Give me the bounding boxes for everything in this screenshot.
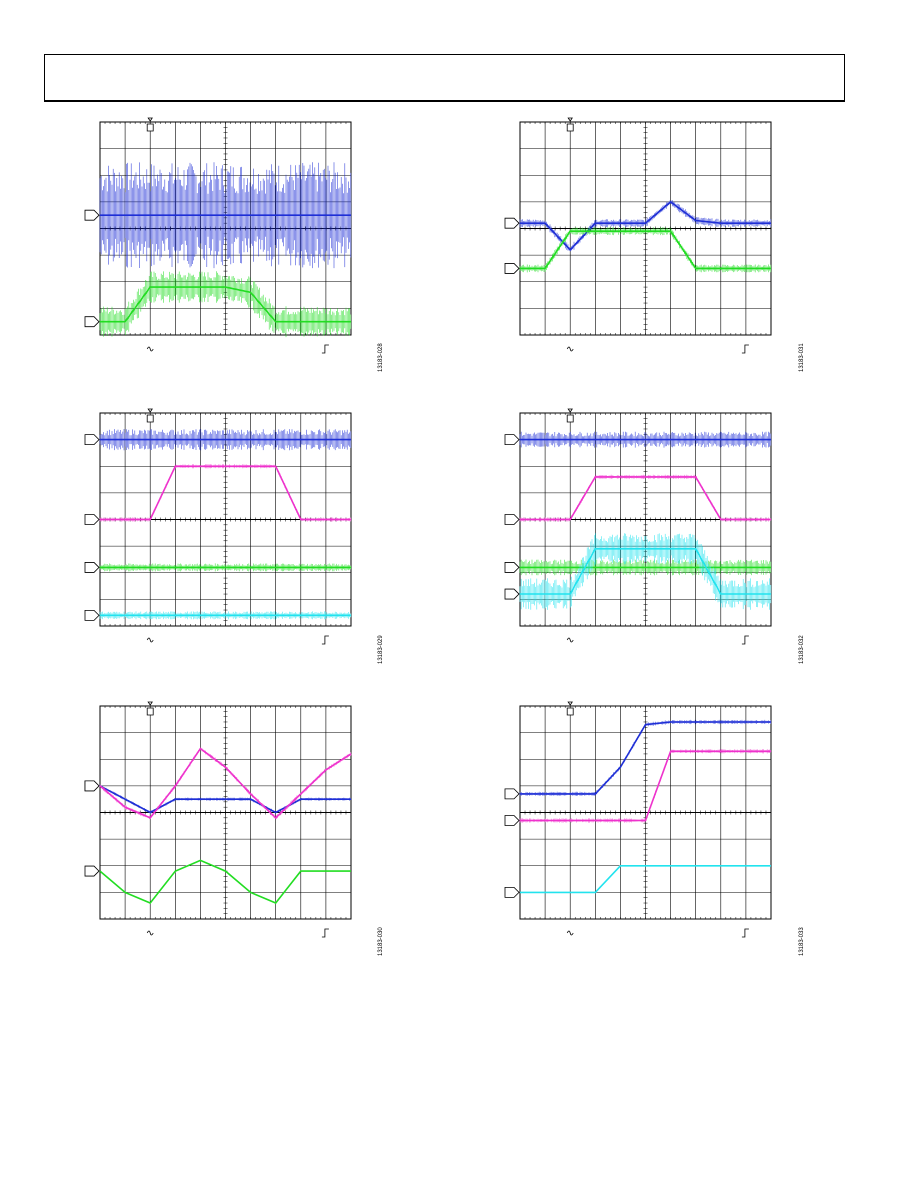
figure-id: 13183-028 [378,343,384,372]
trigger-marker [146,408,154,423]
figure-id: 13183-031 [799,343,805,372]
trigger-marker [566,408,574,423]
coupling-icon [146,930,154,936]
trace-noise-band [99,464,352,522]
trace-noise-band [99,611,352,620]
scope-plot-middle-left [84,408,352,653]
channel-marker [504,886,520,898]
scope-screen [84,408,352,645]
trace-noise-band [519,200,772,252]
scope-screen [504,117,772,354]
trigger-edge-icon [741,635,749,645]
scope-plot-bottom-right [504,701,772,946]
scope-plot-top-right [504,117,772,362]
scope-screen [504,701,772,938]
coupling-icon [146,346,154,352]
trace-noise-band [99,563,352,572]
figure-id: 13183-032 [799,635,805,664]
trace-noise-band [519,474,772,522]
figure-id: 13183-033 [799,927,805,956]
trace-noise-band [519,719,772,796]
channel-marker [84,865,100,877]
coupling-icon [566,346,574,352]
scope-plot-middle-right [504,408,772,653]
trigger-edge-icon [321,928,329,938]
channel-marker [84,609,100,621]
trigger-edge-icon [321,635,329,645]
trigger-marker [146,117,154,132]
channel-marker [504,562,520,573]
trace-line [99,859,351,904]
channel-marker [504,815,520,826]
trace-noise-band [99,162,352,269]
coupling-icon [146,637,154,643]
trigger-edge-icon [741,344,749,354]
channel-marker [84,209,100,221]
channel-marker [84,780,100,792]
coupling-icon [566,930,574,936]
page-header-box [44,54,845,102]
trace-noise-band [519,559,772,576]
channel-marker [504,217,520,229]
figure-id: 13183-029 [378,635,384,664]
channel-marker [84,514,100,525]
trigger-edge-icon [741,928,749,938]
channel-marker [504,788,520,800]
scope-screen [84,117,352,354]
channel-marker [504,263,520,274]
scope-plot-top-left [84,117,352,362]
trace-noise-band [519,533,772,610]
scope-screen [84,701,352,938]
trace-noise-band [519,431,772,448]
figure-id: 13183-030 [378,927,384,956]
trigger-marker [566,117,574,132]
trace-noise-band [99,429,352,451]
trigger-edge-icon [321,344,329,354]
channel-marker [504,434,520,446]
channel-marker [84,434,100,446]
trigger-marker [146,701,154,716]
trace-noise-band [99,271,352,338]
channel-marker [84,562,100,573]
trace-noise-band [519,227,772,273]
channel-marker [504,588,520,600]
channel-marker [504,514,520,525]
scope-screen [504,408,772,645]
coupling-icon [566,637,574,643]
channel-marker [84,316,100,328]
scope-plot-bottom-left [84,701,352,946]
trigger-marker [566,701,574,716]
trace-line [520,865,771,894]
trace-noise-band [99,747,352,820]
trace-noise-band [519,749,772,823]
